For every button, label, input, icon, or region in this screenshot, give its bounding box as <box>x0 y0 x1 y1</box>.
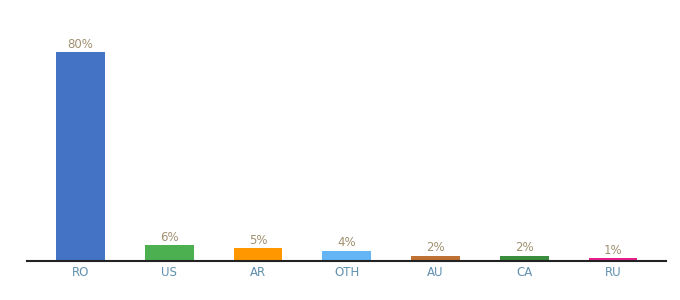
Text: 5%: 5% <box>249 234 267 247</box>
Bar <box>145 245 194 261</box>
Text: 2%: 2% <box>426 242 445 254</box>
Bar <box>56 52 105 261</box>
Text: 1%: 1% <box>604 244 622 257</box>
Bar <box>411 256 460 261</box>
Text: 80%: 80% <box>68 38 94 51</box>
Bar <box>234 248 282 261</box>
Bar <box>500 256 549 261</box>
Text: 6%: 6% <box>160 231 179 244</box>
Bar <box>589 258 637 261</box>
Text: 4%: 4% <box>337 236 356 249</box>
Bar <box>322 250 371 261</box>
Text: 2%: 2% <box>515 242 534 254</box>
